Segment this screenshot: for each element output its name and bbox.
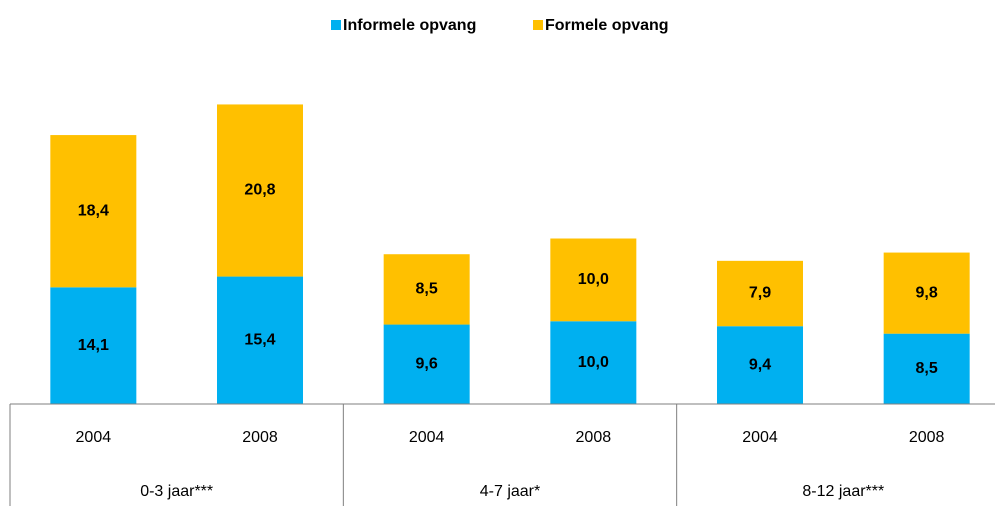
group-label: 4-7 jaar* xyxy=(480,483,540,500)
value-label: 8,5 xyxy=(416,281,438,298)
value-label: 15,4 xyxy=(244,332,275,349)
value-label: 9,4 xyxy=(749,356,771,373)
bar-segment xyxy=(383,254,470,325)
bar-segment xyxy=(550,321,637,404)
value-label: 10,0 xyxy=(578,271,609,288)
x-tick-label: 2004 xyxy=(76,429,112,446)
value-label: 8,5 xyxy=(916,360,938,377)
x-tick-label: 2008 xyxy=(242,429,278,446)
value-label: 20,8 xyxy=(244,182,275,199)
x-tick-label: 2004 xyxy=(742,429,778,446)
x-tick-label: 2008 xyxy=(909,429,945,446)
legend-label: Informele opvang xyxy=(343,17,476,34)
group-label: 8-12 jaar*** xyxy=(802,483,884,500)
value-label: 18,4 xyxy=(78,202,109,219)
bar-segment xyxy=(717,260,803,327)
bar-segment xyxy=(550,238,637,322)
legend-swatch xyxy=(533,20,543,30)
legend-label: Formele opvang xyxy=(545,17,669,34)
value-label: 10,0 xyxy=(578,354,609,371)
bar-segment xyxy=(883,252,970,334)
x-tick-label: 2008 xyxy=(576,429,612,446)
value-label: 9,8 xyxy=(916,284,938,301)
bar-segment xyxy=(217,276,303,404)
legend-swatch xyxy=(331,20,341,30)
bar-segment xyxy=(383,324,470,404)
bar-segment xyxy=(50,287,137,404)
bar-segment xyxy=(883,333,970,404)
group-label: 0-3 jaar*** xyxy=(140,483,213,500)
value-label: 14,1 xyxy=(78,337,109,354)
value-label: 7,9 xyxy=(749,285,771,302)
value-label: 9,6 xyxy=(416,355,438,372)
bar-segment xyxy=(717,326,803,404)
bar-segment xyxy=(217,104,303,277)
bar-segment xyxy=(50,135,137,288)
x-tick-label: 2004 xyxy=(409,429,445,446)
